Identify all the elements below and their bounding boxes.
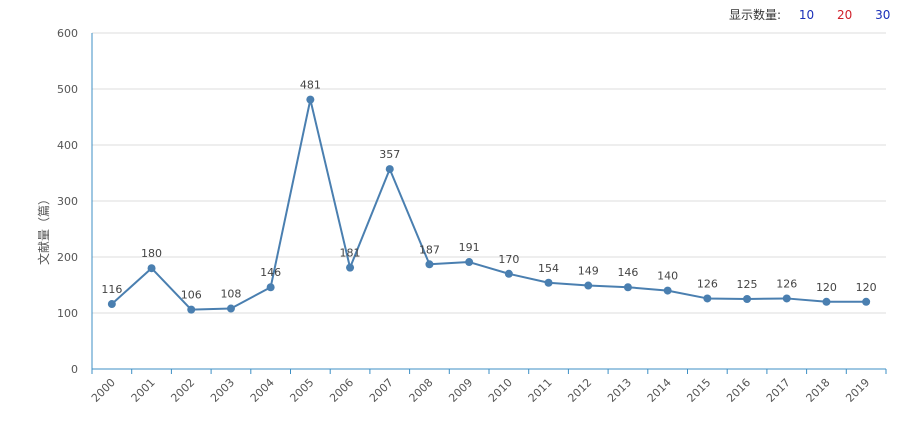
x-tick-label-2018: 2018 (804, 376, 833, 405)
data-series (107, 95, 871, 314)
data-label-2016: 125 (737, 278, 758, 291)
y-tick-label-400: 400 (57, 139, 78, 152)
data-point-2013[interactable] (623, 283, 632, 292)
data-label-2018: 120 (816, 281, 837, 294)
data-point-2012[interactable] (584, 281, 593, 290)
data-point-2018[interactable] (822, 297, 831, 306)
display-count-option-10[interactable]: 10 (798, 8, 815, 22)
display-count-label: 显示数量: (729, 8, 782, 22)
data-point-2016[interactable] (743, 295, 752, 303)
data-point-2000[interactable] (107, 300, 116, 309)
y-tick-label-500: 500 (57, 83, 78, 96)
grid-lines (92, 32, 886, 314)
data-label-2012: 149 (578, 265, 599, 278)
x-tick-label-2007: 2007 (367, 376, 396, 405)
data-point-2017[interactable] (782, 294, 791, 303)
x-tick-label-2012: 2012 (565, 376, 594, 405)
series-line (111, 98, 867, 311)
x-tick-label-2000: 2000 (89, 376, 118, 405)
data-point-2014[interactable] (663, 286, 672, 295)
y-tick-labels: 0 100 200 300 400 500 600 (57, 27, 78, 376)
x-tick-label-2002: 2002 (168, 376, 197, 405)
data-labels: 116 180 106 108 146 481 181 357 187 191 170 154 149 1… (101, 79, 876, 302)
x-tick-label-2019: 2019 (843, 376, 872, 405)
x-tick-label-2014: 2014 (645, 376, 674, 405)
y-tick-label-100: 100 (57, 307, 78, 320)
data-label-2007: 357 (379, 148, 400, 161)
data-label-2013: 146 (617, 266, 638, 279)
x-tick-label-2006: 2006 (327, 376, 356, 405)
data-label-2004: 146 (260, 266, 281, 279)
x-tick-label-2008: 2008 (407, 376, 436, 405)
x-tick-label-2011: 2011 (526, 376, 555, 405)
y-tick-label-200: 200 (57, 251, 78, 264)
data-label-2003: 108 (220, 288, 241, 301)
data-label-2008: 187 (419, 243, 440, 256)
data-point-2006[interactable] (346, 263, 355, 272)
data-point-2011[interactable] (544, 278, 553, 287)
display-count-option-30[interactable]: 30 (875, 8, 891, 22)
data-point-2007[interactable] (385, 165, 394, 174)
display-count-control: 显示数量: 10 20 30 (729, 6, 890, 23)
data-point-2001[interactable] (147, 264, 156, 273)
y-tick-label-600: 600 (57, 27, 78, 40)
data-point-2003[interactable] (226, 304, 235, 313)
data-point-2010[interactable] (504, 269, 513, 278)
data-point-2005[interactable] (306, 95, 315, 104)
y-tick-label-300: 300 (57, 195, 78, 208)
data-label-2015: 126 (697, 277, 718, 290)
x-tick-label-2017: 2017 (764, 376, 793, 405)
data-label-2006: 181 (340, 247, 361, 260)
data-label-2009: 191 (459, 241, 480, 254)
y-tick-label-0: 0 (71, 363, 78, 376)
data-label-2002: 106 (181, 289, 202, 302)
data-point-2004[interactable] (266, 283, 275, 292)
axes (91, 33, 887, 374)
y-axis-title: 文献量（篇） (36, 193, 51, 265)
x-tick-label-2003: 2003 (208, 376, 237, 405)
data-label-2019: 120 (856, 281, 877, 294)
data-point-2002[interactable] (187, 305, 196, 314)
data-label-2010: 170 (498, 253, 519, 266)
x-tick-label-2015: 2015 (684, 376, 713, 405)
data-label-2014: 140 (657, 270, 678, 283)
x-tick-label-2005: 2005 (287, 376, 316, 405)
x-tick-label-2010: 2010 (486, 376, 515, 405)
x-tick-labels: 2000 2001 2002 2003 2004 2005 2006 2007 2008 2009… (89, 376, 872, 405)
x-tick-label-2004: 2004 (248, 376, 277, 405)
data-label-2001: 180 (141, 247, 162, 260)
x-tick-label-2013: 2013 (605, 376, 634, 405)
x-tick-label-2001: 2001 (129, 376, 158, 405)
data-point-2015[interactable] (703, 294, 712, 303)
data-label-2017: 126 (776, 277, 797, 290)
display-count-option-20[interactable]: 20 (836, 8, 853, 22)
data-point-2009[interactable] (465, 258, 474, 267)
data-point-2019[interactable] (862, 297, 871, 306)
x-tick-label-2016: 2016 (724, 376, 753, 405)
data-label-2005: 481 (300, 79, 321, 92)
data-label-2011: 154 (538, 262, 559, 275)
data-label-2000: 116 (101, 283, 122, 296)
data-point-2008[interactable] (425, 260, 434, 269)
x-tick-label-2009: 2009 (446, 376, 475, 405)
